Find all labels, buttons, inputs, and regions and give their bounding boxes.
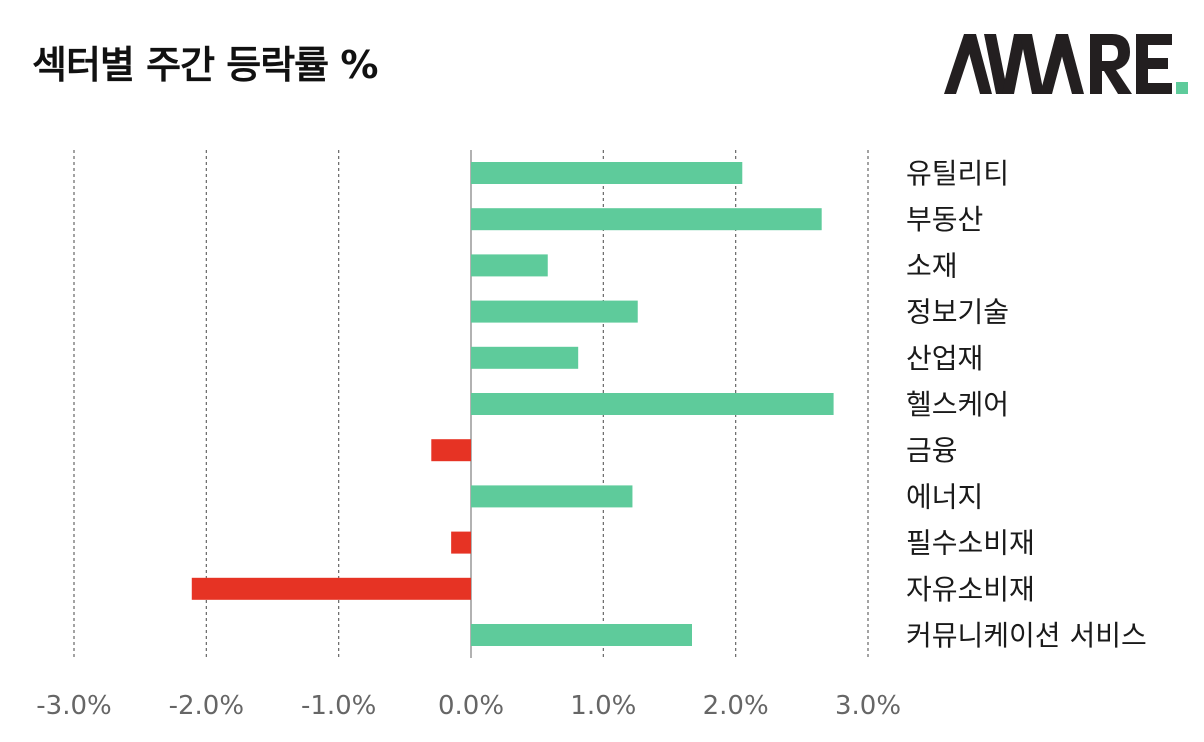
bar: [471, 208, 822, 231]
x-tick-label: -2.0%: [169, 691, 244, 721]
category-label: 산업재: [906, 342, 983, 375]
bar: [471, 485, 633, 508]
bar: [431, 439, 471, 462]
bar: [471, 393, 834, 415]
category-label: 정보기술: [906, 296, 1009, 329]
bar: [471, 254, 548, 277]
category-label: 자유소비재: [906, 573, 1035, 606]
aware-logo: [944, 34, 1188, 94]
category-label: 유틸리티: [906, 157, 1009, 190]
category-label: 헬스케어: [906, 388, 1009, 421]
x-tick-label: 1.0%: [570, 691, 636, 721]
x-tick-label: 2.0%: [703, 691, 769, 721]
category-label: 커뮤니케이션 서비스: [906, 619, 1147, 652]
x-tick-label: 0.0%: [438, 691, 504, 721]
category-label: 소재: [906, 249, 958, 282]
category-label: 부동산: [906, 203, 983, 236]
chart-title: 섹터별 주간 등락률 %: [32, 43, 378, 87]
category-label: 필수소비재: [906, 527, 1035, 560]
bar: [471, 624, 692, 646]
category-label: 에너지: [906, 480, 983, 513]
bar: [451, 531, 471, 554]
bar: [471, 162, 743, 184]
x-tick-label: 3.0%: [835, 691, 901, 721]
bar: [471, 346, 579, 369]
bar: [471, 300, 638, 323]
bar: [191, 577, 471, 600]
category-label: 금융: [906, 434, 958, 467]
x-tick-label: -1.0%: [301, 691, 376, 721]
x-tick-label: -3.0%: [36, 691, 111, 721]
